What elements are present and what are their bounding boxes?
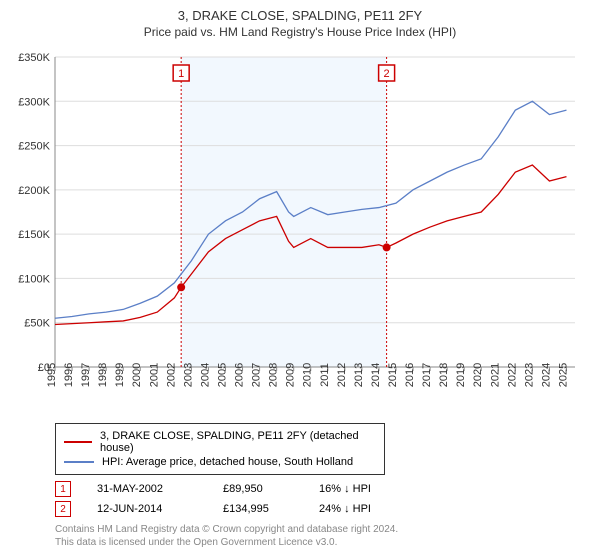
footer-text: Contains HM Land Registry data © Crown c…: [55, 523, 590, 536]
svg-text:2019: 2019: [455, 363, 467, 387]
svg-text:2007: 2007: [251, 363, 263, 387]
legend-item: HPI: Average price, detached house, Sout…: [64, 456, 376, 468]
svg-text:1998: 1998: [97, 363, 109, 387]
svg-text:2025: 2025: [557, 363, 569, 387]
svg-text:2022: 2022: [506, 363, 518, 387]
container: 3, DRAKE CLOSE, SPALDING, PE11 2FY Price…: [0, 0, 600, 560]
svg-text:2018: 2018: [438, 363, 450, 387]
legend: 3, DRAKE CLOSE, SPALDING, PE11 2FY (deta…: [55, 423, 385, 475]
svg-text:2004: 2004: [199, 363, 211, 387]
svg-text:£150K: £150K: [18, 229, 50, 241]
svg-text:£250K: £250K: [18, 141, 50, 153]
svg-text:2001: 2001: [148, 363, 160, 387]
svg-text:2021: 2021: [489, 363, 501, 387]
table-row: 1 31-MAY-2002 £89,950 16% ↓ HPI: [55, 481, 590, 497]
svg-text:2008: 2008: [268, 363, 280, 387]
svg-text:2000: 2000: [131, 363, 143, 387]
sale-date: 12-JUN-2014: [97, 503, 197, 515]
svg-text:2003: 2003: [182, 363, 194, 387]
table-row: 2 12-JUN-2014 £134,995 24% ↓ HPI: [55, 501, 590, 517]
svg-text:1995: 1995: [46, 363, 58, 387]
chart-subtitle: Price paid vs. HM Land Registry's House …: [10, 25, 590, 39]
legend-swatch: [64, 441, 92, 443]
svg-text:2017: 2017: [421, 363, 433, 387]
legend-swatch: [64, 461, 94, 463]
svg-text:1996: 1996: [63, 363, 75, 387]
svg-text:£200K: £200K: [18, 185, 50, 197]
footer: Contains HM Land Registry data © Crown c…: [55, 523, 590, 549]
legend-label: HPI: Average price, detached house, Sout…: [102, 456, 353, 468]
svg-text:2012: 2012: [336, 363, 348, 387]
line-chart: £0£50K£100K£150K£200K£250K£300K£350K1995…: [10, 47, 580, 417]
svg-text:2: 2: [384, 68, 390, 80]
svg-text:2002: 2002: [165, 363, 177, 387]
svg-text:£100K: £100K: [18, 273, 50, 285]
sale-price: £134,995: [223, 503, 293, 515]
svg-text:2020: 2020: [472, 363, 484, 387]
svg-text:£300K: £300K: [18, 96, 50, 108]
svg-text:2011: 2011: [319, 363, 331, 387]
svg-text:1: 1: [178, 68, 184, 80]
chart-area: £0£50K£100K£150K£200K£250K£300K£350K1995…: [10, 47, 580, 417]
svg-text:£50K: £50K: [24, 318, 50, 330]
svg-text:£350K: £350K: [18, 52, 50, 64]
svg-text:1999: 1999: [114, 363, 126, 387]
svg-text:2013: 2013: [353, 363, 365, 387]
svg-text:1997: 1997: [80, 363, 92, 387]
sales-table: 1 31-MAY-2002 £89,950 16% ↓ HPI 2 12-JUN…: [55, 481, 590, 517]
svg-text:2023: 2023: [523, 363, 535, 387]
sale-delta: 24% ↓ HPI: [319, 503, 371, 515]
svg-text:2006: 2006: [234, 363, 246, 387]
footer-text: This data is licensed under the Open Gov…: [55, 536, 590, 549]
sale-marker: 2: [55, 501, 71, 517]
sale-price: £89,950: [223, 483, 293, 495]
legend-item: 3, DRAKE CLOSE, SPALDING, PE11 2FY (deta…: [64, 430, 376, 454]
svg-text:2005: 2005: [216, 363, 228, 387]
svg-text:2016: 2016: [404, 363, 416, 387]
svg-text:2014: 2014: [370, 363, 382, 387]
svg-text:2009: 2009: [285, 363, 297, 387]
sale-date: 31-MAY-2002: [97, 483, 197, 495]
sale-marker: 1: [55, 481, 71, 497]
svg-text:2024: 2024: [540, 363, 552, 387]
legend-label: 3, DRAKE CLOSE, SPALDING, PE11 2FY (deta…: [100, 430, 376, 454]
svg-text:2010: 2010: [302, 363, 314, 387]
svg-text:2015: 2015: [387, 363, 399, 387]
sale-delta: 16% ↓ HPI: [319, 483, 371, 495]
chart-title: 3, DRAKE CLOSE, SPALDING, PE11 2FY: [10, 8, 590, 23]
